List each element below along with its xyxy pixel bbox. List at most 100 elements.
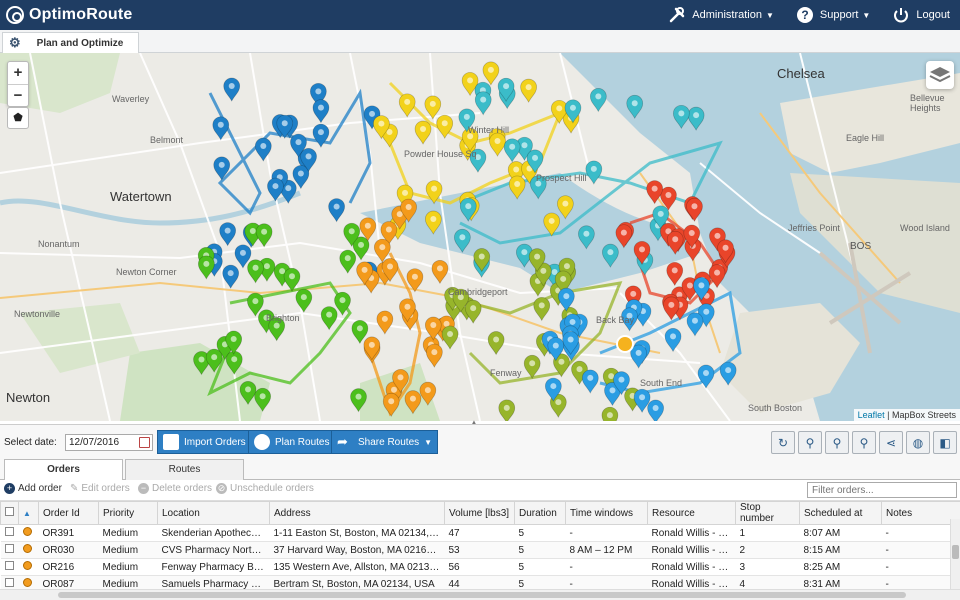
toggle-panel-button[interactable]: ◧ xyxy=(933,431,957,454)
route-stop-marker[interactable] xyxy=(686,312,704,337)
route-stop-marker[interactable] xyxy=(205,348,223,373)
route-stop-marker[interactable] xyxy=(666,262,684,287)
route-stop-marker[interactable] xyxy=(352,236,370,261)
route-stop-marker[interactable] xyxy=(300,148,317,173)
route-stop-marker[interactable] xyxy=(719,361,737,386)
route-stop-marker[interactable] xyxy=(441,325,459,350)
route-stop-marker[interactable] xyxy=(267,177,284,202)
route-stop-marker[interactable] xyxy=(414,120,432,145)
route-stop-marker[interactable] xyxy=(602,243,619,268)
calendar-icon[interactable] xyxy=(139,437,150,448)
route-stop-marker[interactable] xyxy=(585,160,603,185)
route-stop-marker[interactable] xyxy=(399,298,416,323)
leaflet-link[interactable]: Leaflet xyxy=(857,410,885,420)
route-stop-marker[interactable] xyxy=(276,114,294,139)
route-stop-marker[interactable] xyxy=(624,285,642,310)
route-stop-marker[interactable] xyxy=(343,222,361,247)
table-row[interactable]: OR030 Medium CVS Pharmacy North E... 37 … xyxy=(0,541,960,559)
route-stop-marker[interactable] xyxy=(436,114,454,139)
route-stop-marker[interactable] xyxy=(507,161,525,186)
row-checkbox[interactable] xyxy=(0,541,19,559)
route-stop-marker[interactable] xyxy=(312,123,330,148)
route-stop-marker[interactable] xyxy=(581,369,599,394)
route-stop-marker[interactable] xyxy=(425,180,443,205)
col-order-id[interactable]: Order Id xyxy=(38,501,99,525)
route-stop-marker[interactable] xyxy=(717,239,734,264)
show-pins-button[interactable]: ⚲ xyxy=(852,431,876,454)
route-stop-marker[interactable] xyxy=(382,392,400,418)
route-stop-marker[interactable] xyxy=(398,93,416,118)
col-priority[interactable]: Priority xyxy=(98,501,158,525)
col-stop-number[interactable]: Stop number xyxy=(735,501,800,525)
draw-polygon-icon[interactable]: ⬟ xyxy=(7,107,29,129)
route-stop-marker[interactable] xyxy=(222,264,240,289)
route-stop-marker[interactable] xyxy=(547,337,565,362)
add-order-button[interactable]: + Add order xyxy=(4,483,62,494)
route-stop-marker[interactable] xyxy=(557,195,574,220)
route-stop-marker[interactable] xyxy=(283,267,301,293)
horizontal-scrollbar[interactable] xyxy=(0,589,960,600)
refresh-button[interactable]: ↻ xyxy=(771,431,795,454)
route-stop-marker[interactable] xyxy=(621,307,638,332)
route-stop-marker[interactable] xyxy=(425,343,443,368)
route-stop-marker[interactable] xyxy=(673,105,690,130)
route-stop-marker[interactable] xyxy=(523,355,541,380)
zoom-in-button[interactable]: + xyxy=(13,64,23,81)
col-volume[interactable]: Volume [lbs3] xyxy=(444,501,515,525)
route-stop-marker[interactable] xyxy=(380,221,398,246)
logout-button[interactable]: Logout xyxy=(892,6,950,24)
route-stop-marker[interactable] xyxy=(497,77,515,102)
route-stop-marker[interactable] xyxy=(604,382,621,407)
sort-indicator[interactable]: ▲ xyxy=(18,501,39,525)
tab-orders[interactable]: Orders xyxy=(4,459,123,481)
route-stop-marker[interactable] xyxy=(363,336,381,361)
route-stop-marker[interactable] xyxy=(487,331,505,356)
route-stop-marker[interactable] xyxy=(708,264,726,289)
route-stop-marker[interactable] xyxy=(482,61,500,86)
route-stop-marker[interactable] xyxy=(469,148,487,173)
route-stop-marker[interactable] xyxy=(239,381,257,406)
route-stop-marker[interactable] xyxy=(254,388,271,413)
route-stop-marker[interactable] xyxy=(213,156,231,181)
route-stop-marker[interactable] xyxy=(503,138,521,163)
table-row[interactable]: OR087 Medium Samuels Pharmacy Wi... Bert… xyxy=(0,575,960,593)
col-duration[interactable]: Duration xyxy=(514,501,566,525)
route-stop-marker[interactable] xyxy=(424,210,442,235)
route-stop-marker[interactable] xyxy=(693,277,710,302)
select-all-checkbox[interactable] xyxy=(0,501,19,525)
route-stop-marker[interactable] xyxy=(550,100,568,125)
route-stop-marker[interactable] xyxy=(562,331,579,356)
route-stop-marker[interactable] xyxy=(350,388,367,413)
col-scheduled-at[interactable]: Scheduled at xyxy=(799,501,882,525)
tab-plan-and-optimize[interactable]: ⚙ Plan and Optimize xyxy=(2,32,139,53)
route-stop-marker[interactable] xyxy=(424,316,442,341)
col-location[interactable]: Location xyxy=(157,501,270,525)
route-stop-marker[interactable] xyxy=(686,197,703,223)
col-notes[interactable]: Notes xyxy=(881,501,960,525)
route-stop-marker[interactable] xyxy=(255,223,273,248)
route-stop-marker[interactable] xyxy=(697,364,715,389)
table-row[interactable]: OR216 Medium Fenway Pharmacy Bac... 135 … xyxy=(0,558,960,576)
route-stop-marker[interactable] xyxy=(295,288,313,313)
route-stop-marker[interactable] xyxy=(373,238,391,263)
route-stop-marker[interactable] xyxy=(454,228,471,254)
route-stop-marker[interactable] xyxy=(535,262,552,287)
route-stop-marker[interactable] xyxy=(464,299,482,324)
date-input[interactable]: 12/07/2016 xyxy=(65,434,153,451)
route-stop-marker[interactable] xyxy=(557,287,575,312)
app-logo[interactable]: OptimoRoute xyxy=(0,0,133,30)
route-stop-marker[interactable] xyxy=(247,259,264,284)
route-stop-marker[interactable] xyxy=(543,212,561,237)
administration-menu[interactable]: Administration ▼ xyxy=(668,6,774,24)
route-stop-marker[interactable] xyxy=(392,369,409,394)
route-stop-marker[interactable] xyxy=(419,381,437,406)
route-stop-marker[interactable] xyxy=(424,95,442,120)
route-stop-marker[interactable] xyxy=(223,77,241,102)
route-stop-marker[interactable] xyxy=(376,310,394,335)
route-stop-marker[interactable] xyxy=(529,175,547,200)
route-stop-marker[interactable] xyxy=(508,175,526,200)
route-stop-marker[interactable] xyxy=(334,291,351,316)
route-stop-marker[interactable] xyxy=(554,270,572,295)
route-stop-marker[interactable] xyxy=(247,292,264,317)
route-stop-marker[interactable] xyxy=(489,132,506,157)
